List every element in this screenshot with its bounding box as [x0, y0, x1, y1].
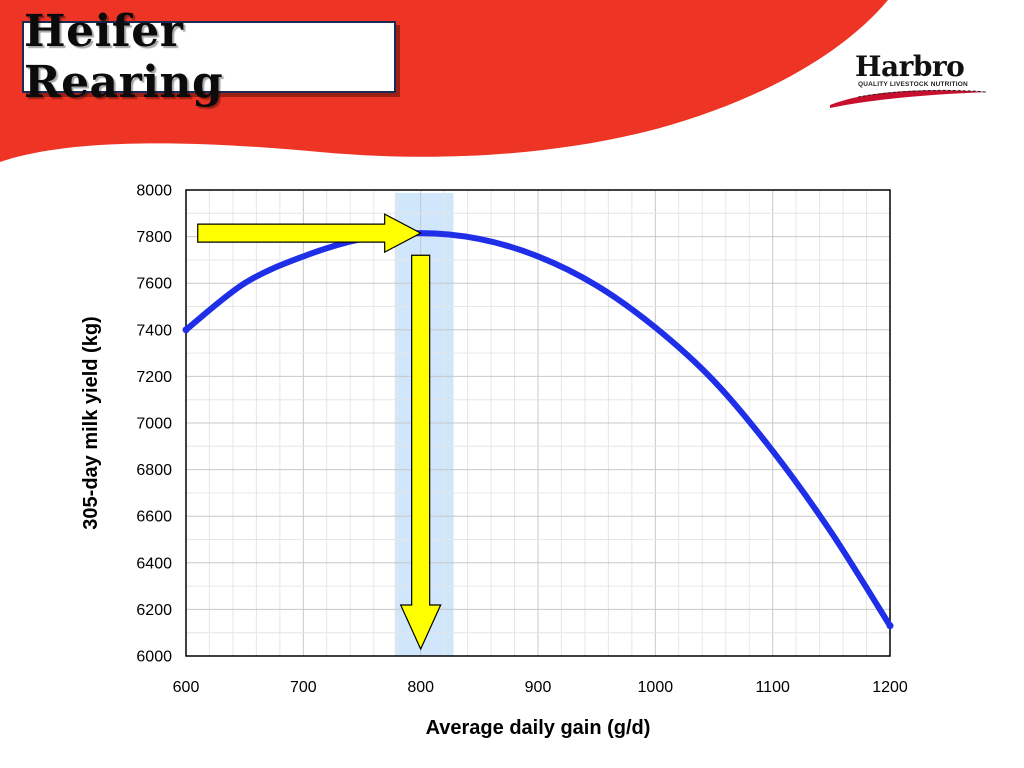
y-tick-label: 7200: [136, 369, 172, 386]
x-tick-label: 1100: [755, 679, 790, 696]
series-end-point: [886, 622, 894, 630]
logo-swoosh-icon: [830, 89, 988, 108]
series-end-point: [182, 326, 190, 334]
plot-frame: [185, 189, 891, 657]
y-tick-label: 6800: [136, 462, 172, 479]
vertical-arrow: [399, 254, 442, 651]
logo-tagline: QUALITY LIVESTOCK NUTRITION: [858, 81, 968, 88]
x-tick-label: 1200: [872, 679, 908, 696]
harbro-logo: Harbro QUALITY LIVESTOCK NUTRITION: [828, 50, 993, 112]
x-axis-label: Average daily gain (g/d): [426, 717, 651, 739]
y-tick-label: 7800: [136, 229, 172, 246]
x-tick-label: 900: [525, 679, 552, 696]
y-tick-label: 6200: [136, 602, 172, 619]
y-tick-label: 8000: [136, 183, 172, 200]
title-box: Heifer Rearing: [22, 6, 396, 108]
x-tick-label: 800: [407, 679, 434, 696]
y-tick-label: 6400: [136, 555, 172, 572]
x-tick-label: 600: [173, 679, 200, 696]
y-tick-label: 7000: [136, 416, 172, 433]
y-tick-label: 7600: [136, 276, 172, 293]
x-tick-label: 700: [290, 679, 317, 696]
horizontal-arrow: [197, 213, 422, 254]
y-tick-label: 6600: [136, 509, 172, 526]
slide-title: Heifer Rearing: [24, 6, 224, 108]
y-axis-label: 305-day milk yield (kg): [80, 316, 102, 529]
logo-name: Harbro: [855, 50, 965, 83]
y-tick-label: 7400: [136, 322, 172, 339]
y-tick-label: 6000: [136, 649, 172, 666]
series-line: [183, 230, 893, 629]
x-tick-label: 1000: [638, 679, 674, 696]
